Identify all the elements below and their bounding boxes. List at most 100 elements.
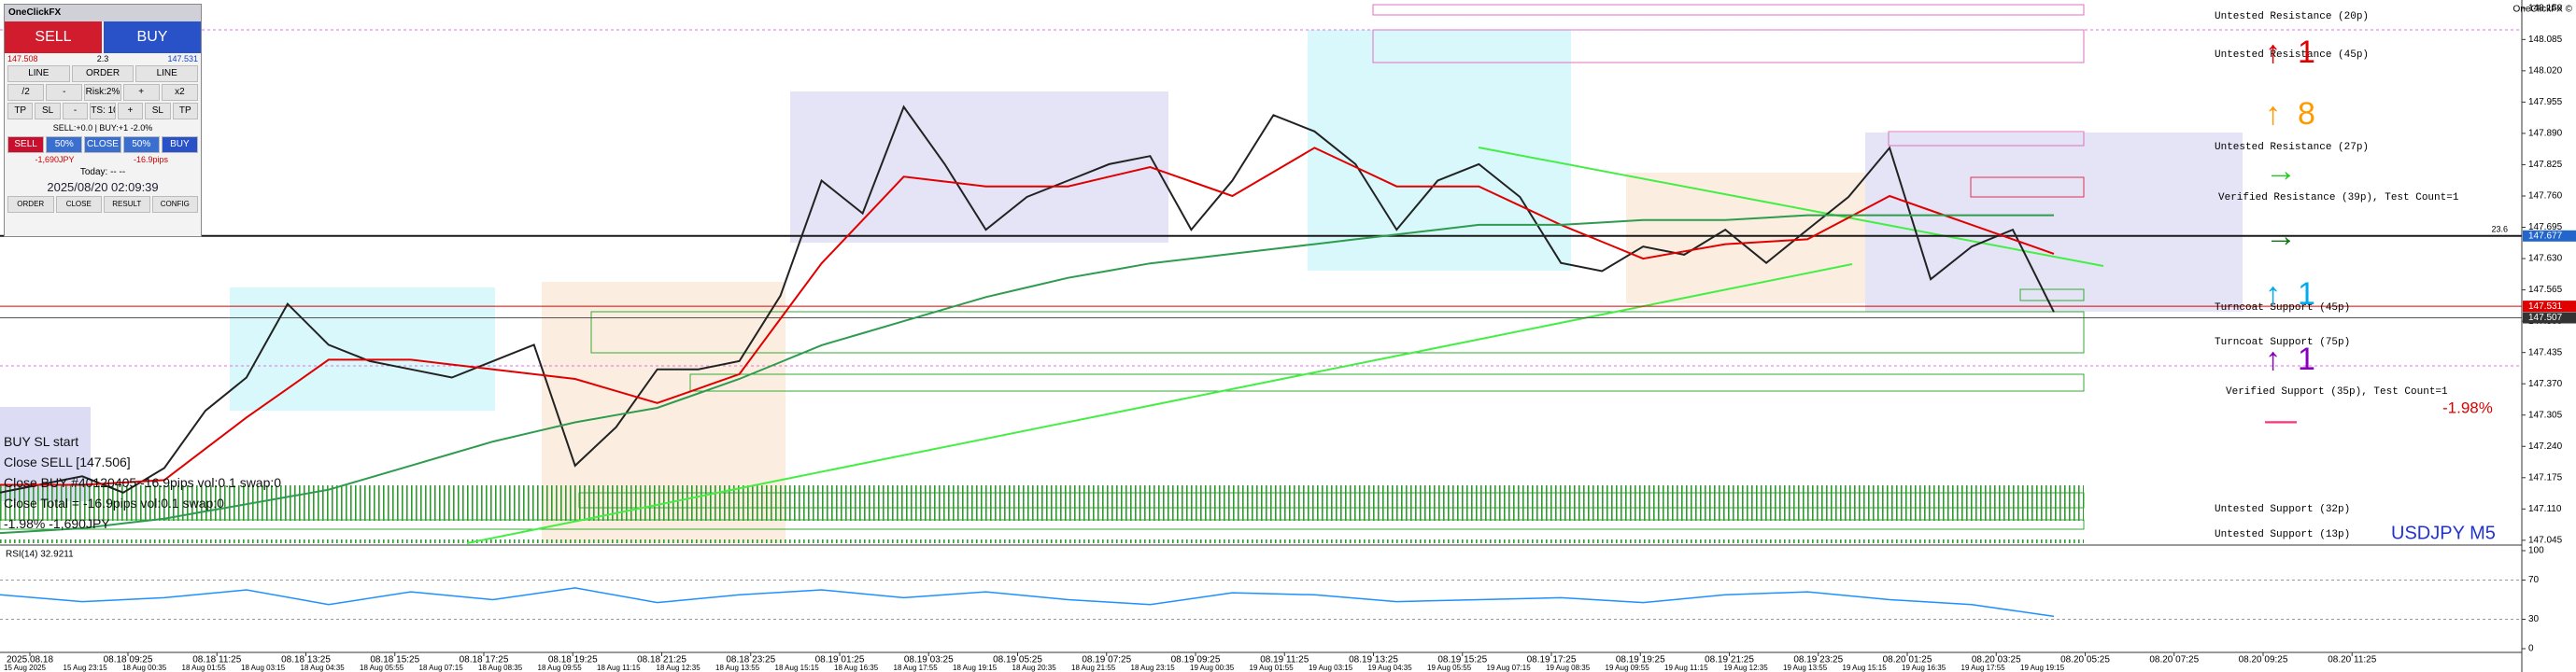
x-tick-label: 08.19 09:25 [1171,655,1221,665]
x-tick-label: 08.18 23:25 [726,655,775,665]
zone-label: Untested Support (13p) [2215,529,2350,540]
panel-button[interactable]: - [46,84,83,101]
y-tick-label: 148.020 [2528,65,2563,76]
date-label: 19 Aug 13:55 [1783,664,1828,672]
sell-button[interactable]: SELL [5,21,102,53]
sr-box [2019,288,2085,301]
y-tick-label: 147.240 [2528,441,2563,452]
x-tick-label: 08.19 01:25 [815,655,865,665]
sr-box [1372,4,2085,16]
y-tick-label: 70 [2528,575,2540,585]
date-label: 18 Aug 11:15 [597,664,641,672]
date-label: 19 Aug 08:35 [1546,664,1591,672]
panel-button[interactable]: SL [145,103,171,119]
date-label: 19 Aug 11:15 [1664,664,1708,672]
y-tick-label: 147.045 [2528,536,2563,546]
panel-button[interactable]: TP [7,103,34,119]
date-label: 18 Aug 21:55 [1071,664,1116,672]
panel-button[interactable]: - [62,103,89,119]
panel-button[interactable]: LINE [135,65,199,82]
buy-button[interactable]: BUY [104,21,201,53]
panel-button[interactable]: SELL [7,136,45,153]
panel-button[interactable]: + [117,103,144,119]
series-line [0,147,2055,486]
x-tick-label: 08.19 21:25 [1705,655,1754,665]
panel-button[interactable]: x2 [161,84,199,101]
zone-label: Untested Resistance (20p) [2215,11,2369,22]
row: /2- Risk:2% + x2 [5,83,201,102]
sr-box [1888,131,2085,147]
date-label: 19 Aug 19:15 [2020,664,2065,672]
date-label: 19 Aug 09:55 [1606,664,1650,672]
signal-count: 1 [2298,342,2315,377]
tabs: ORDER CLOSE RESULT CONFIG [5,195,201,214]
date-label: 19 Aug 07:15 [1487,664,1532,672]
y-tick-label: 147.630 [2528,254,2563,264]
signal-count: 1 [2298,276,2315,312]
panel-button[interactable]: TS: 10 [90,103,116,119]
zone-label: Turncoat Support (75p) [2215,337,2350,348]
panel-button[interactable]: 50% [46,136,83,153]
panel-button[interactable]: /2 [7,84,45,101]
x-tick-label: 08.19 19:25 [1616,655,1665,665]
price-tag [2523,230,2576,242]
zone [1626,173,1865,303]
panel-button[interactable]: CLOSE [55,196,102,213]
x-tick-label: 08.20 09:25 [2239,655,2288,665]
price-tag-label: 147.507 [2528,313,2563,323]
date-label: 15 Aug 2025 [4,664,46,672]
brand: OneClickFX © [2513,5,2573,15]
x-tick-label: 08.19 05:25 [993,655,1042,665]
zone-label: Verified Support (35p), Test Count=1 [2226,386,2448,398]
sr-box [590,311,2085,354]
y-tick-label: 30 [2528,614,2540,624]
panel-button[interactable]: ORDER [7,196,54,213]
signal-arrow: — [2265,402,2297,438]
y-tick-label: 147.435 [2528,347,2563,357]
panel-button[interactable]: LINE [7,65,70,82]
x-tick-label: 08.19 13:25 [1349,655,1398,665]
x-tick-label: 08.18 15:25 [370,655,419,665]
x-tick-label: 08.18 09:25 [104,655,153,665]
x-tick-label: 08.20 11:25 [2328,655,2377,665]
panel-button[interactable]: RESULT [104,196,150,213]
bid: 147.508 [7,54,38,63]
panel-button[interactable]: SL [35,103,61,119]
y-tick-label: 147.305 [2528,410,2563,420]
y-tick-label: 0 [2528,644,2534,654]
date-label: 18 Aug 17:55 [894,664,939,672]
x-tick-label: 08.18 13:25 [281,655,331,665]
panel-button[interactable]: TP [172,103,198,119]
log-line: BUY SL start [4,434,79,449]
panel-button[interactable]: ORDER [71,65,134,82]
x-tick-label: 08.18 19:25 [548,655,598,665]
ask: 147.531 [167,54,199,63]
date-label: 18 Aug 07:15 [419,664,464,672]
panel-button[interactable]: Risk:2% [84,84,121,101]
signal-arrow: ↑ [2265,96,2281,132]
panel-button[interactable]: + [122,84,160,101]
panel-button[interactable]: 50% [122,136,160,153]
log-line: Close BUY #40120405 -16.9pips vol:0.1 sw… [4,475,282,490]
panel-button[interactable]: CONFIG [151,196,198,213]
plot: 148.150 148.085 148.020 147.955 147.890 147.8… [0,3,2576,672]
signal-arrow: → [2265,153,2297,189]
y-tick-label: 147.175 [2528,472,2563,483]
panel-button[interactable]: CLOSE [84,136,121,153]
date-label: 18 Aug 05:55 [360,664,404,672]
log-line: Close SELL [147.506] [4,455,131,469]
date-label: 18 Aug 23:15 [1131,664,1176,672]
y-tick-label: 147.110 [2528,504,2562,514]
pnl-jpy: -1,690JPY [35,155,75,164]
date-label: 19 Aug 15:15 [1843,664,1888,672]
y-tick-label: 148.150 [2528,3,2563,13]
date-label: 18 Aug 15:15 [775,664,820,672]
panel-button[interactable]: BUY [161,136,199,153]
volume-bars [0,485,2084,543]
date-label: 19 Aug 03:15 [1309,664,1353,672]
signal-arrow: ↑ [2265,276,2281,312]
date-label: 15 Aug 23:15 [64,664,108,672]
x-tick-label: 08.19 15:25 [1437,655,1487,665]
